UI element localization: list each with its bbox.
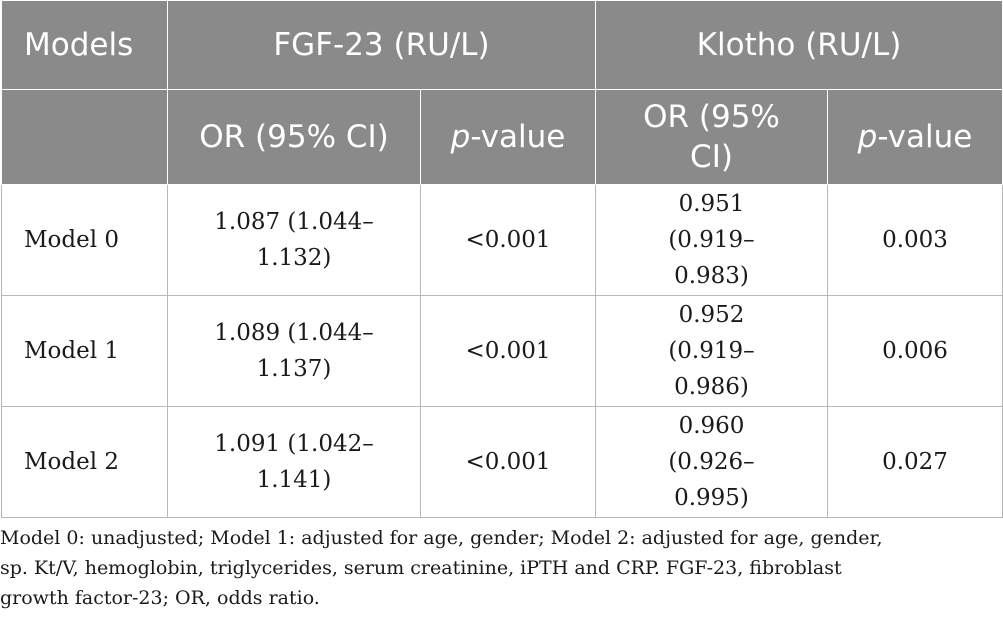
footnote-line: Model 0: unadjusted; Model 1: adjusted f… (0, 527, 883, 549)
header-klotho: Klotho (RU/L) (594, 0, 1003, 90)
table-footnote: Model 0: unadjusted; Model 1: adjusted f… (0, 523, 990, 613)
fgf-or-cell: 1.087 (1.044– 1.132) (167, 184, 421, 296)
fgf-p-cell: <0.001 (420, 406, 596, 518)
table-row: Model 1 1.089 (1.044– 1.137) <0.001 0.952… (1, 295, 1003, 407)
table-row: Model 0 1.087 (1.044– 1.132) <0.001 0.951… (1, 184, 1003, 296)
results-table: Models FGF-23 (RU/L) Klotho (RU/L) OR (9… (1, 0, 1003, 518)
p-suffix: -value (470, 119, 566, 155)
fgf-p-cell: <0.001 (420, 295, 596, 407)
klotho-p-cell: 0.003 (826, 184, 1003, 296)
or-line1: 0.951 (0.919– (668, 191, 755, 253)
p-italic: p (857, 119, 878, 155)
model-cell: Model 1 (1, 295, 168, 407)
klotho-or-cell: 0.960 (0.926– 0.995) (595, 406, 828, 518)
fgf-or-cell: 1.089 (1.044– 1.137) (167, 295, 421, 407)
or-line1: OR (95% (643, 99, 780, 135)
header-fgf-p: p-value (420, 89, 596, 185)
fgf-p-cell: <0.001 (420, 184, 596, 296)
fgf-or-cell: 1.091 (1.042– 1.141) (167, 406, 421, 518)
p-suffix: -value (877, 119, 973, 155)
table-row: Model 2 1.091 (1.042– 1.141) <0.001 0.960… (1, 406, 1003, 518)
header-models: Models (1, 0, 168, 90)
or-line2: 1.137) (256, 356, 332, 382)
header-row-metrics: OR (95% CI) p-value OR (95% CI) p-value (1, 89, 1003, 185)
or-line1: 0.952 (0.919– (668, 302, 755, 364)
klotho-or-cell: 0.952 (0.919– 0.986) (595, 295, 828, 407)
or-line2: 1.141) (256, 467, 332, 493)
or-line2: 1.132) (256, 245, 332, 271)
footnote-line: sp. Kt/V, hemoglobin, triglycerides, ser… (0, 557, 842, 579)
or-line2: 0.983) (674, 263, 749, 289)
klotho-p-cell: 0.006 (826, 295, 1003, 407)
or-line1: 1.087 (1.044– (214, 209, 374, 235)
or-line2: CI) (690, 139, 733, 175)
or-line1: 1.091 (1.042– (214, 431, 374, 457)
model-cell: Model 0 (1, 184, 168, 296)
or-line2: 0.995) (674, 485, 749, 511)
header-fgf23: FGF-23 (RU/L) (167, 0, 596, 90)
klotho-or-cell: 0.951 (0.919– 0.983) (595, 184, 828, 296)
header-row-groups: Models FGF-23 (RU/L) Klotho (RU/L) (1, 0, 1003, 90)
table-body: Model 0 1.087 (1.044– 1.132) <0.001 0.951… (1, 184, 1003, 518)
table-container: Models FGF-23 (RU/L) Klotho (RU/L) OR (9… (1, 0, 1003, 518)
header-fgf-or: OR (95% CI) (167, 89, 421, 185)
or-line1: 1.089 (1.044– (214, 320, 374, 346)
model-cell: Model 2 (1, 406, 168, 518)
footnote-line: growth factor-23; OR, odds ratio. (0, 587, 320, 609)
header-klotho-p: p-value (826, 89, 1003, 185)
or-line1: 0.960 (0.926– (668, 413, 755, 475)
header-empty-cell (1, 89, 168, 185)
header-klotho-or: OR (95% CI) (595, 89, 828, 185)
table-header: Models FGF-23 (RU/L) Klotho (RU/L) OR (9… (1, 0, 1003, 185)
or-line2: 0.986) (674, 374, 749, 400)
klotho-p-cell: 0.027 (826, 406, 1003, 518)
p-italic: p (450, 119, 471, 155)
